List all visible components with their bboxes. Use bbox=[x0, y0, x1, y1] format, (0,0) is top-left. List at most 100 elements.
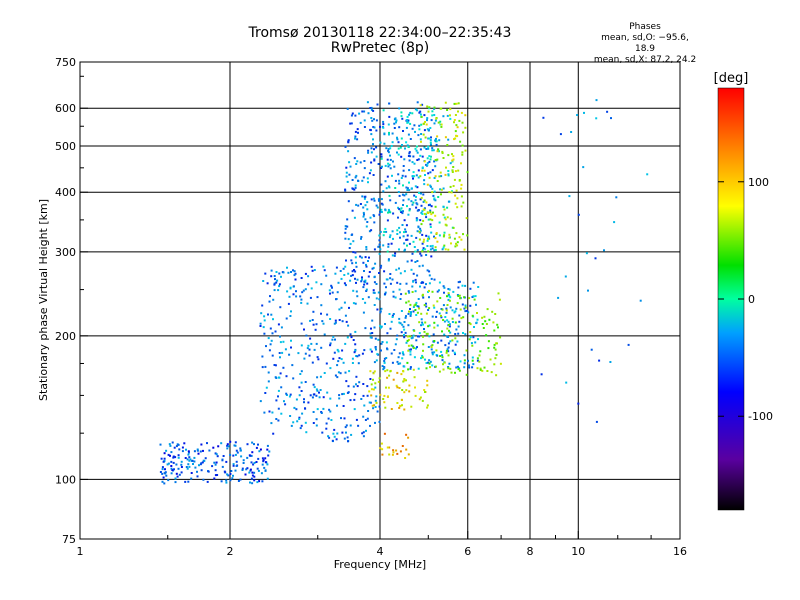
data-point bbox=[460, 183, 463, 186]
data-point bbox=[385, 341, 388, 344]
data-point bbox=[445, 311, 448, 314]
data-point bbox=[355, 418, 358, 421]
data-point bbox=[496, 342, 498, 345]
data-point bbox=[354, 330, 357, 333]
data-point bbox=[442, 235, 445, 238]
data-point bbox=[246, 456, 249, 459]
data-point bbox=[418, 111, 421, 114]
data-point bbox=[385, 278, 388, 281]
data-point bbox=[312, 323, 315, 326]
data-point bbox=[449, 114, 451, 117]
data-point bbox=[326, 313, 329, 316]
data-point bbox=[409, 350, 412, 353]
data-point bbox=[314, 328, 317, 331]
data-point bbox=[450, 242, 452, 245]
data-point bbox=[427, 250, 430, 253]
data-point bbox=[394, 343, 397, 346]
data-point bbox=[409, 335, 411, 338]
data-point bbox=[407, 213, 410, 216]
data-point bbox=[186, 458, 189, 461]
data-point bbox=[439, 355, 442, 357]
data-point bbox=[293, 406, 296, 409]
data-point bbox=[407, 349, 410, 352]
data-point bbox=[559, 133, 562, 136]
data-point bbox=[225, 460, 228, 463]
data-point bbox=[407, 121, 410, 124]
data-point bbox=[281, 351, 284, 354]
data-point bbox=[447, 298, 450, 301]
data-point bbox=[328, 289, 331, 292]
data-point bbox=[414, 309, 417, 311]
data-point bbox=[356, 355, 359, 358]
data-point bbox=[495, 374, 498, 377]
data-point bbox=[410, 234, 413, 237]
data-point bbox=[405, 126, 408, 129]
data-point bbox=[211, 465, 214, 468]
data-point bbox=[416, 109, 419, 112]
data-point bbox=[409, 308, 411, 310]
data-point bbox=[214, 463, 217, 466]
data-point bbox=[386, 446, 389, 449]
data-point bbox=[373, 158, 376, 161]
data-point bbox=[345, 166, 348, 169]
data-point bbox=[436, 240, 439, 243]
data-point bbox=[399, 322, 402, 325]
data-point bbox=[226, 447, 229, 450]
data-point bbox=[406, 187, 409, 190]
data-point bbox=[448, 233, 451, 236]
data-point bbox=[331, 291, 334, 294]
data-point bbox=[396, 402, 399, 404]
data-point bbox=[452, 185, 455, 187]
data-point bbox=[481, 323, 484, 325]
data-point bbox=[387, 386, 390, 389]
data-point bbox=[485, 334, 488, 337]
data-point bbox=[373, 199, 376, 202]
data-point bbox=[278, 352, 281, 354]
data-point bbox=[365, 429, 367, 432]
data-point bbox=[418, 398, 421, 401]
chart-subtitle: RwPretec (8p) bbox=[330, 40, 430, 56]
data-point bbox=[381, 341, 384, 343]
data-point bbox=[349, 424, 352, 427]
data-point bbox=[409, 366, 412, 369]
data-point bbox=[363, 283, 366, 286]
data-point bbox=[423, 328, 425, 330]
data-point bbox=[180, 460, 183, 463]
data-point bbox=[355, 375, 358, 378]
data-point bbox=[414, 199, 417, 202]
data-point bbox=[427, 212, 430, 214]
data-point bbox=[452, 226, 455, 229]
data-point bbox=[383, 357, 386, 360]
data-point bbox=[250, 461, 253, 464]
data-point bbox=[442, 319, 445, 321]
data-point bbox=[409, 138, 412, 140]
data-point bbox=[457, 286, 460, 289]
data-point bbox=[387, 123, 390, 126]
data-point bbox=[379, 266, 382, 269]
data-point bbox=[426, 269, 429, 272]
data-point bbox=[373, 221, 376, 224]
data-point bbox=[420, 223, 423, 226]
data-point bbox=[424, 248, 427, 251]
data-point bbox=[444, 248, 447, 251]
data-point bbox=[415, 339, 418, 342]
data-point bbox=[289, 415, 292, 417]
data-point bbox=[378, 243, 381, 246]
data-point bbox=[456, 206, 459, 209]
data-point bbox=[161, 472, 164, 475]
data-point bbox=[474, 341, 477, 344]
data-point bbox=[460, 238, 463, 241]
data-point bbox=[472, 336, 475, 339]
data-point bbox=[273, 364, 276, 366]
data-point bbox=[427, 309, 430, 311]
data-point bbox=[391, 278, 394, 281]
data-point bbox=[454, 343, 457, 346]
x-axis-label: Frequency [MHz] bbox=[334, 558, 426, 571]
data-point bbox=[264, 469, 267, 472]
data-point bbox=[476, 359, 479, 362]
data-point bbox=[400, 155, 403, 158]
data-point bbox=[261, 463, 264, 466]
data-point bbox=[398, 352, 401, 355]
data-point bbox=[386, 158, 389, 161]
data-point bbox=[431, 244, 434, 247]
